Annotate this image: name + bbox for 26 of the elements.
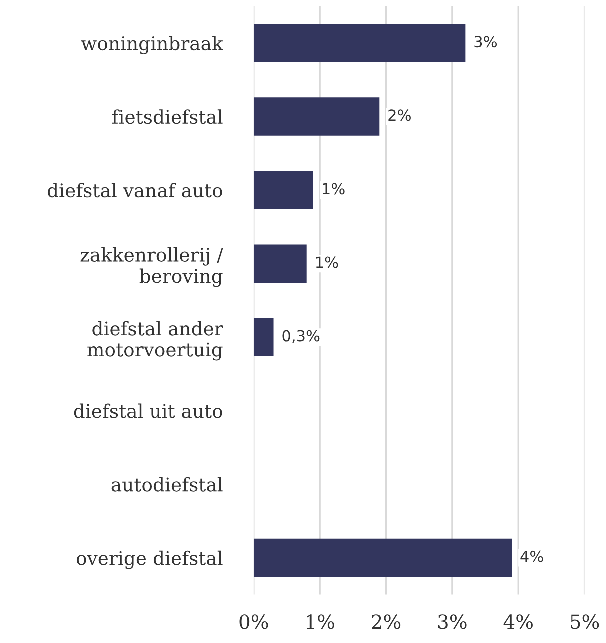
y-tick-label: woninginbraak xyxy=(81,36,224,54)
data-label: 0,3% xyxy=(282,330,320,344)
x-tick-label: 0% xyxy=(240,614,268,630)
bar xyxy=(254,171,314,210)
bar xyxy=(254,24,466,62)
y-tick-label: zakkenrollerij / beroving xyxy=(80,248,224,288)
bar xyxy=(254,244,307,283)
data-label: 4% xyxy=(520,550,544,562)
x-tick-label: 3% xyxy=(438,614,467,630)
y-tick-label: fietsdiefstal xyxy=(112,110,223,124)
data-label: 3% xyxy=(474,36,498,48)
bar xyxy=(254,318,274,356)
data-label: 1% xyxy=(323,183,345,195)
bar xyxy=(254,98,380,136)
x-tick-label: 5% xyxy=(571,614,600,630)
y-tick-label: overige diefstal xyxy=(76,550,223,570)
data-label: 1% xyxy=(316,256,338,268)
bar xyxy=(254,538,512,578)
y-tick-label: diefstal uit auto xyxy=(74,404,222,418)
y-tick-label: autodiefstal xyxy=(112,477,223,492)
data-label: 2% xyxy=(388,110,411,122)
y-tick-label: diefstal vanaf auto xyxy=(48,183,222,198)
x-tick-label: 2% xyxy=(372,614,401,630)
x-tick-label: 1% xyxy=(307,614,334,630)
y-tick-label: diefstal ander motorvoertuig xyxy=(88,321,224,361)
x-tick-label: 4% xyxy=(504,614,533,630)
